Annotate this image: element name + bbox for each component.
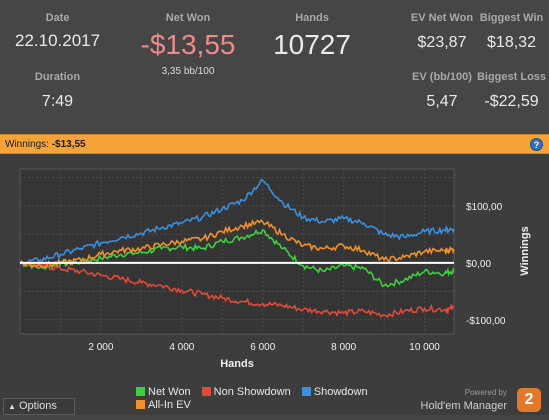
winnings-label: Winnings: xyxy=(5,139,49,150)
x-tick-label: 4 000 xyxy=(169,342,194,353)
x-tick-label: 2 000 xyxy=(88,342,113,353)
stat-value: $23,87 xyxy=(417,34,467,51)
stat-value: -$22,59 xyxy=(484,93,539,110)
legend-item-net-won: Net Won xyxy=(136,386,191,398)
chart-legend: Net Won Non Showdown Showdown All-In EV xyxy=(136,386,376,411)
stat-value: 10727 xyxy=(273,29,351,60)
grid xyxy=(20,169,454,334)
plot-area xyxy=(19,168,455,335)
stat-value: $18,32 xyxy=(487,34,536,51)
legend-label: Non Showdown xyxy=(213,386,291,398)
y-axis-label: Winnings xyxy=(519,226,531,275)
y-tick-label: $0,00 xyxy=(466,259,491,270)
stat-label: Date xyxy=(45,12,70,24)
brand-name: Hold'em Manager xyxy=(420,400,507,412)
legend-label: Showdown xyxy=(313,386,368,398)
stat-label: Biggest Win xyxy=(479,12,544,24)
stat-duration: Duration 7:49 xyxy=(15,71,100,111)
stat-label: EV Net Won xyxy=(410,12,474,24)
x-axis-label: Hands xyxy=(220,358,254,370)
y-tick-label: -$100,00 xyxy=(466,316,506,327)
help-icon[interactable]: ? xyxy=(530,138,543,151)
x-tick-label: 8 000 xyxy=(331,342,356,353)
winnings-header-bar: Winnings: -$13,55 ? xyxy=(0,134,549,154)
winnings-chart-area: 2 000 4 000 6 000 8 000 10 000 $100,00 $0,00 -… xyxy=(0,155,549,415)
legend-label: All-In EV xyxy=(148,399,191,411)
x-tick-label: 10 000 xyxy=(409,342,440,353)
hm2-logo-icon: 2 xyxy=(517,388,541,412)
stat-value: 5,47 xyxy=(426,93,458,110)
powered-by-text: Powered by xyxy=(464,388,507,397)
legend-swatch xyxy=(136,387,145,396)
legend-item-all-in-ev: All-In EV xyxy=(136,399,191,411)
stat-value: 7:49 xyxy=(41,93,74,110)
stat-label: Hands xyxy=(295,12,329,24)
series-lines xyxy=(19,178,455,319)
series-line-net-won xyxy=(19,228,455,288)
stat-label: Net Won xyxy=(165,12,211,24)
legend-item-non-showdown: Non Showdown xyxy=(201,386,291,398)
legend-swatch xyxy=(136,400,145,409)
x-tick-label: 6 000 xyxy=(250,342,275,353)
options-button[interactable]: ▲ Options xyxy=(3,398,75,415)
series-line-non-showdown xyxy=(19,259,455,319)
stat-label: Duration xyxy=(34,71,81,83)
options-label: Options xyxy=(18,400,57,412)
stat-biggest-loss: Biggest Loss -$22,59 xyxy=(474,71,549,111)
legend-item-showdown: Showdown xyxy=(301,386,368,398)
legend-label: Net Won xyxy=(148,386,191,398)
series-line-showdown xyxy=(19,178,455,267)
stat-hands: Hands 10727 xyxy=(262,12,362,61)
y-axis-ticks: $100,00 $0,00 -$100,00 xyxy=(466,202,506,327)
winnings-value: -$13,55 xyxy=(51,139,86,150)
stat-ev-net-won: EV Net Won $23,87 xyxy=(408,12,476,52)
stat-label: Biggest Loss xyxy=(476,71,547,83)
stat-value: 22.10.2017 xyxy=(15,31,101,50)
stat-subvalue: 3,35 bb/100 xyxy=(161,66,215,77)
legend-swatch xyxy=(301,387,311,396)
series-line-all-in-ev xyxy=(19,219,455,269)
stat-date: Date 22.10.2017 xyxy=(15,12,100,51)
brand-logo: Powered by Hold'em Manager 2 xyxy=(408,386,543,414)
stat-label: EV (bb/100) xyxy=(412,71,472,83)
winnings-chart: 2 000 4 000 6 000 8 000 10 000 $100,00 $0,00 -… xyxy=(19,168,531,370)
stat-value: -$13,55 xyxy=(140,29,236,60)
x-axis-ticks: 2 000 4 000 6 000 8 000 10 000 xyxy=(88,342,440,353)
y-tick-label: $100,00 xyxy=(466,202,503,213)
stat-ev-bb100: EV (bb/100) 5,47 xyxy=(408,71,476,111)
expand-arrow-icon: ▲ xyxy=(8,402,16,411)
stat-biggest-win: Biggest Win $18,32 xyxy=(474,12,549,52)
stats-panel: Date 22.10.2017 Duration 7:49 Net Won -$… xyxy=(0,0,549,134)
legend-swatch xyxy=(201,387,211,396)
stat-net-won: Net Won -$13,55 3,35 bb/100 xyxy=(118,12,258,77)
